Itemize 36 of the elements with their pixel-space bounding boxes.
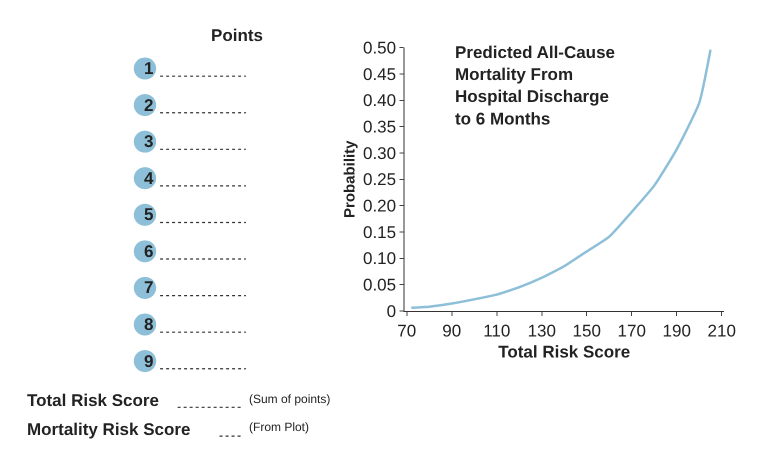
y-tick-label: 0.25 xyxy=(363,170,396,190)
text: 5 xyxy=(144,205,154,224)
text: 2 xyxy=(144,96,154,115)
text: 4 xyxy=(144,169,154,188)
y-tick-label: 0.05 xyxy=(363,276,396,295)
text: 7 xyxy=(144,278,154,297)
x-tick-label: 110 xyxy=(483,321,510,340)
x-tick-label: 130 xyxy=(528,321,556,340)
text: Points xyxy=(211,26,263,45)
text: 8 xyxy=(144,315,154,334)
text: 3 xyxy=(144,132,154,151)
y-tick-label: 0.20 xyxy=(363,196,396,216)
x-tick-label: 150 xyxy=(572,321,601,340)
x-tick-label: 170 xyxy=(618,321,646,340)
x-tick-label: 210 xyxy=(708,321,736,340)
text: Mortality Risk Score xyxy=(27,420,190,439)
text: 1 xyxy=(144,59,154,78)
y-tick-label: 0.50 xyxy=(363,38,396,58)
text: 6 xyxy=(144,242,154,261)
x-tick-label: 90 xyxy=(442,321,462,340)
text: 9 xyxy=(144,352,154,371)
y-tick-label: 0.30 xyxy=(363,144,396,163)
y-tick-label: 0.45 xyxy=(363,64,396,84)
text: (Sum of points) xyxy=(249,392,330,406)
y-axis-title: Probability xyxy=(341,140,358,218)
text: Total Risk Score xyxy=(27,391,159,410)
y-tick-label: 0.35 xyxy=(363,118,396,137)
y-tick-label: 0.40 xyxy=(363,91,396,110)
x-tick-label: 190 xyxy=(662,321,691,340)
y-tick-label: 0.15 xyxy=(363,222,396,242)
text: (From Plot) xyxy=(249,420,310,434)
y-tick-label: 0.10 xyxy=(363,249,396,268)
x-axis-title: Total Risk Score xyxy=(498,342,630,362)
text: Predicted All-Cause Mortality From Hospital Discharge to 6 Months xyxy=(455,43,615,128)
y-tick-label: 0 xyxy=(386,302,396,321)
x-tick-label: 70 xyxy=(397,321,416,340)
